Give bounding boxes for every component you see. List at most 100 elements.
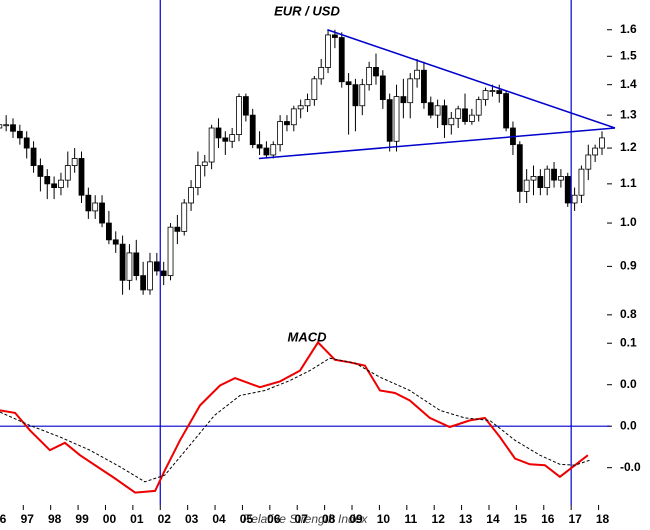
candle-body — [51, 183, 58, 189]
candle-body — [99, 202, 105, 224]
y-tick-label: 1.5 — [620, 48, 637, 62]
candle-body — [10, 124, 16, 132]
x-tick-label: 13 — [459, 512, 473, 526]
candle-body — [530, 176, 537, 181]
x-tick-label: 6 — [0, 512, 7, 526]
candle-body — [400, 96, 407, 104]
candle-body — [489, 90, 496, 92]
candle-body — [3, 124, 10, 127]
candle-body — [311, 78, 318, 101]
x-tick-label: 16 — [541, 512, 555, 526]
candle-body — [195, 165, 201, 189]
candle-body — [468, 114, 475, 122]
candle-body — [290, 108, 297, 126]
candle-body — [222, 137, 229, 142]
candle-body — [441, 105, 448, 126]
candle-body — [462, 108, 468, 122]
candle-body — [592, 147, 599, 156]
candle-body — [407, 78, 414, 104]
y-tick-label: 1.0 — [620, 215, 637, 229]
candle-body — [119, 243, 126, 281]
candle-body — [386, 99, 393, 142]
candle-body — [174, 226, 181, 232]
x-tick-label: 01 — [130, 512, 144, 526]
candle-body — [571, 194, 578, 204]
x-tick-label: 09 — [349, 512, 363, 526]
candle-body — [147, 261, 153, 291]
x-tick-label: 05 — [240, 512, 254, 526]
candle-body — [523, 179, 530, 192]
candle-body — [201, 161, 208, 166]
candle-body — [188, 187, 194, 204]
x-tick-label: 99 — [75, 512, 89, 526]
y-tick-label: 1.2 — [620, 140, 637, 154]
x-tick-label: 08 — [322, 512, 336, 526]
candle-body — [318, 67, 325, 80]
candle-body — [133, 252, 140, 277]
candle-body — [249, 114, 256, 146]
candle-body — [373, 67, 379, 77]
candle-body — [153, 261, 160, 272]
candle-body — [242, 96, 249, 116]
candle-body — [304, 99, 311, 107]
candle-body — [78, 158, 85, 196]
candle-body — [208, 127, 215, 163]
candle-body — [263, 147, 270, 156]
candle-body — [30, 147, 37, 166]
x-tick-label: 07 — [295, 512, 309, 526]
x-tick-label: 14 — [486, 512, 500, 526]
candle-body — [23, 137, 30, 149]
macd-line — [0, 357, 590, 483]
candle-body — [585, 154, 592, 170]
candle-body — [44, 176, 51, 185]
x-tick-label: 98 — [48, 512, 62, 526]
y-tick-label: 0.0 — [620, 418, 637, 432]
candle-body — [564, 176, 571, 204]
candle-body — [92, 202, 99, 212]
candle-body — [58, 179, 64, 189]
candle-body — [16, 130, 23, 139]
trend-line — [258, 127, 616, 160]
candle-body — [64, 165, 71, 181]
candle-body — [503, 93, 510, 129]
candle-body — [352, 84, 359, 107]
candle-body — [112, 239, 119, 245]
candle-body — [277, 121, 284, 146]
y-tick-label: 0.8 — [620, 307, 637, 321]
candle-body — [256, 144, 263, 149]
candle-body — [537, 176, 544, 189]
y-tick-label: 0.9 — [620, 259, 637, 273]
candle-body — [516, 144, 523, 192]
x-tick-label: 03 — [185, 512, 199, 526]
x-tick-label: 02 — [158, 512, 172, 526]
y-tick-label: 0.1 — [620, 335, 637, 349]
candle-body — [215, 127, 222, 139]
candle-body — [393, 96, 400, 142]
x-tick-label: 10 — [377, 512, 391, 526]
y-tick-label: 0.0 — [620, 377, 637, 391]
candle-body — [331, 34, 338, 38]
candle-body — [496, 90, 503, 94]
candle-body — [345, 81, 352, 86]
candle-body — [85, 194, 92, 212]
x-tick-label: 06 — [267, 512, 281, 526]
y-tick-label: 1.3 — [620, 107, 637, 121]
candle-body — [557, 176, 564, 181]
candle-body — [551, 168, 557, 181]
candle-body — [599, 137, 605, 149]
x-tick-label: 11 — [404, 512, 417, 526]
chart-title: EUR / USD — [274, 3, 340, 18]
x-tick-label: 12 — [432, 512, 446, 526]
candle-body — [37, 165, 44, 177]
y-tick-label: 1.6 — [620, 22, 637, 36]
candle-body — [229, 134, 236, 142]
candle-body — [434, 105, 441, 116]
candle-body — [167, 226, 174, 277]
candle-body — [379, 75, 386, 101]
candle-body — [475, 99, 482, 116]
candle-body — [0, 124, 3, 129]
candle-body — [71, 158, 78, 166]
candle-body — [427, 102, 434, 116]
